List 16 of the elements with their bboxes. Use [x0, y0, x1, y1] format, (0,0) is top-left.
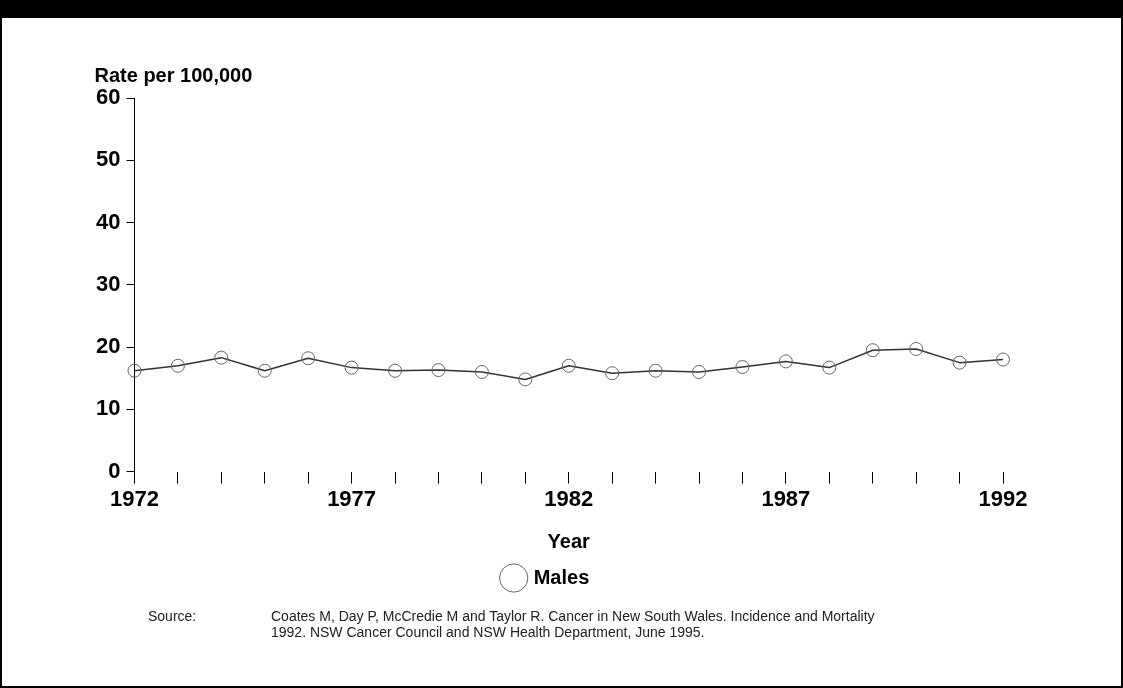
y-tick-label: 40 — [95, 208, 121, 234]
x-tick-label: 1992 — [978, 485, 1028, 511]
text: Source: Coates M, Day P, McCredie M and Taylor R. Cancer in New South Wales. Incidence and Mortality 1992. NSW Cancer Council and NSW Health Department, June 1995. — [148, 608, 875, 640]
y-axis-title: Rate per 100,000 — [94, 63, 253, 86]
y-tick-label: 10 — [95, 395, 121, 421]
y-tick-label: 30 — [95, 270, 121, 296]
y-tick-label: 50 — [95, 146, 121, 172]
x-tick-label: 1972 — [109, 485, 159, 511]
y-tick-label: 0 — [108, 457, 121, 483]
x-tick-label: 1987 — [761, 485, 811, 511]
legend-label: Males — [533, 565, 590, 588]
x-tick-label: 1977 — [327, 485, 377, 511]
y-tick-label: 60 — [95, 84, 121, 110]
x-tick-label: 1982 — [544, 485, 594, 511]
y-tick-label: 20 — [95, 333, 121, 359]
x-axis-title: Year — [547, 529, 591, 552]
